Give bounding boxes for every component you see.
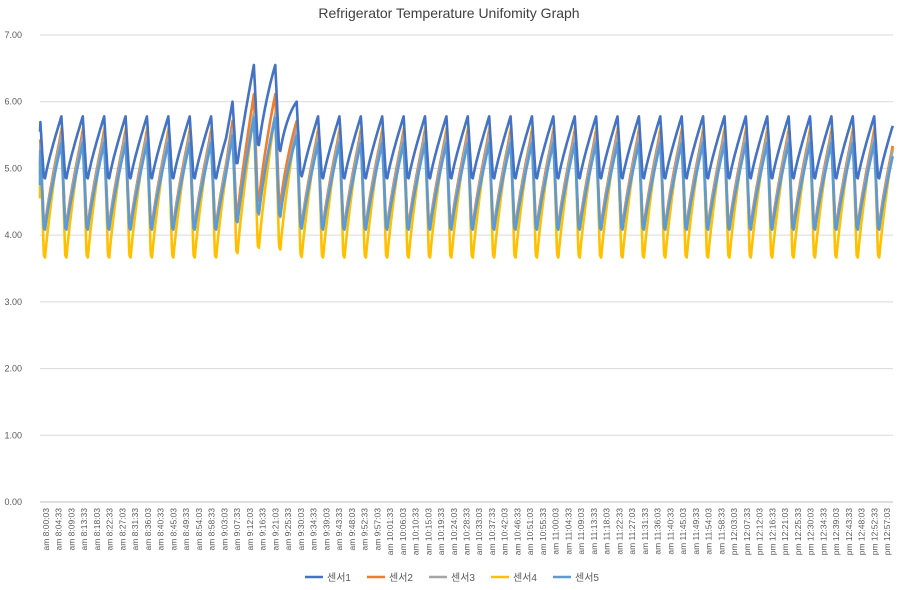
x-tick-label: am 9:16:33 xyxy=(258,508,268,551)
x-tick-label: am 8:22:33 xyxy=(105,508,115,551)
series-lines xyxy=(38,63,894,259)
x-tick-label: am 8:45:03 xyxy=(168,508,178,551)
x-tick-label: am 8:27:03 xyxy=(117,508,127,551)
x-tick-label: am 9:21:03 xyxy=(270,508,280,551)
x-tick-label: am 11:04:33 xyxy=(563,508,573,555)
x-tick-label: am 11:49:33 xyxy=(691,508,701,555)
y-tick-label: 0.00 xyxy=(4,497,22,507)
x-tick-label: am 9:12:03 xyxy=(245,508,255,551)
x-tick-label: am 9:07:33 xyxy=(232,508,242,551)
x-tick-label: am 11:09:03 xyxy=(576,508,586,555)
x-tick-label: am 10:19:33 xyxy=(436,508,446,556)
x-tick-label: am 11:36:03 xyxy=(653,508,663,555)
x-tick-label: am 10:01:33 xyxy=(385,508,395,556)
x-tick-label: pm 12:57:03 xyxy=(882,508,892,556)
x-tick-label: am 8:58:33 xyxy=(207,508,217,551)
y-tick-label: 1.00 xyxy=(4,430,22,440)
series-line-5 xyxy=(38,116,894,231)
x-tick-label: am 9:30:03 xyxy=(296,508,306,551)
x-tick-label: am 11:54:03 xyxy=(704,508,714,555)
x-tick-label: am 8:09:03 xyxy=(66,508,76,551)
y-tick-label: 4.00 xyxy=(4,230,22,240)
y-tick-label: 3.00 xyxy=(4,297,22,307)
x-tick-label: am 11:22:33 xyxy=(614,508,624,555)
x-tick-label: pm 12:43:33 xyxy=(844,508,854,556)
x-tick-label: am 11:58:33 xyxy=(716,508,726,555)
x-tick-label: am 9:43:33 xyxy=(334,508,344,551)
x-tick-label: pm 12:25:33 xyxy=(793,508,803,556)
x-tick-label: pm 12:39:03 xyxy=(831,508,841,556)
x-tick-label: am 11:18:03 xyxy=(602,508,612,555)
y-tick-label: 7.00 xyxy=(4,30,22,40)
legend-label: 센서1 xyxy=(327,572,351,584)
x-tick-label: am 9:52:33 xyxy=(360,508,370,551)
x-tick-label: am 10:55:33 xyxy=(538,508,548,556)
x-tick-label: am 10:33:03 xyxy=(474,508,484,556)
x-tick-label: am 11:45:03 xyxy=(678,508,688,555)
x-tick-label: am 8:13:33 xyxy=(79,508,89,551)
x-tick-label: am 9:25:33 xyxy=(283,508,293,551)
x-tick-label: pm 12:52:33 xyxy=(869,508,879,556)
x-tick-label: pm 12:03:03 xyxy=(729,508,739,556)
x-tick-label: am 11:31:33 xyxy=(640,508,650,555)
x-axis-tick-labels: am 8:00:03 am 8:04:33 am 8:09:03 am 8:13:33… xyxy=(41,508,892,556)
x-tick-label: am 10:10:33 xyxy=(411,508,421,556)
x-tick-label: am 10:06:03 xyxy=(398,508,408,556)
x-tick-label: pm 12:07:33 xyxy=(742,508,752,556)
x-tick-label: pm 12:21:03 xyxy=(780,508,790,556)
legend-label: 센서4 xyxy=(513,572,537,584)
x-tick-label: am 8:00:03 xyxy=(41,508,51,551)
x-tick-label: am 11:40:33 xyxy=(665,508,675,555)
y-tick-label: 6.00 xyxy=(4,97,22,107)
x-tick-label: am 10:42:03 xyxy=(500,508,510,556)
y-tick-label: 2.00 xyxy=(4,364,22,374)
x-tick-label: am 9:39:03 xyxy=(321,508,331,551)
x-tick-label: am 11:27:03 xyxy=(627,508,637,555)
y-tick-label: 5.00 xyxy=(4,163,22,173)
x-tick-label: pm 12:34:33 xyxy=(818,508,828,556)
y-axis-tick-labels: 0.00 1.00 2.00 3.00 4.00 5.00 6.00 7.00 xyxy=(4,30,22,507)
x-tick-label: am 10:15:03 xyxy=(423,508,433,556)
x-tick-label: am 10:37:33 xyxy=(487,508,497,556)
x-tick-label: am 10:24:03 xyxy=(449,508,459,556)
series-line-1 xyxy=(38,63,894,180)
x-tick-label: am 8:36:03 xyxy=(143,508,153,551)
gridlines xyxy=(40,34,893,503)
x-tick-label: am 10:28:33 xyxy=(462,508,472,556)
x-tick-label: am 9:57:03 xyxy=(372,508,382,551)
x-tick-label: am 8:54:03 xyxy=(194,508,204,551)
x-tick-label: pm 12:16:33 xyxy=(767,508,777,556)
legend-label: 센서5 xyxy=(575,572,599,584)
legend-label: 센서2 xyxy=(389,572,413,584)
chart-title: Refrigerator Temperature Unifomity Graph xyxy=(318,5,579,21)
x-tick-label: am 9:03:03 xyxy=(219,508,229,551)
x-tick-label: am 10:51:03 xyxy=(525,508,535,556)
x-tick-label: am 8:31:33 xyxy=(130,508,140,551)
x-tick-label: am 8:04:33 xyxy=(54,508,64,551)
x-tick-label: pm 12:48:03 xyxy=(857,508,867,556)
legend-label: 센서3 xyxy=(451,572,475,584)
legend: 센서1 센서2 센서3 센서4 센서5 xyxy=(305,572,599,584)
x-tick-label: am 11:13:33 xyxy=(589,508,599,555)
x-tick-label: am 10:46:33 xyxy=(512,508,522,556)
x-tick-label: am 9:34:33 xyxy=(309,508,319,551)
x-tick-label: am 8:49:33 xyxy=(181,508,191,551)
x-tick-label: pm 12:12:03 xyxy=(755,508,765,556)
x-tick-label: am 8:40:33 xyxy=(156,508,166,551)
x-tick-label: pm 12:30:03 xyxy=(806,508,816,556)
x-tick-label: am 11:00:03 xyxy=(551,508,561,555)
x-tick-label: am 8:18:03 xyxy=(92,508,102,551)
x-tick-label: am 9:48:03 xyxy=(347,508,357,551)
